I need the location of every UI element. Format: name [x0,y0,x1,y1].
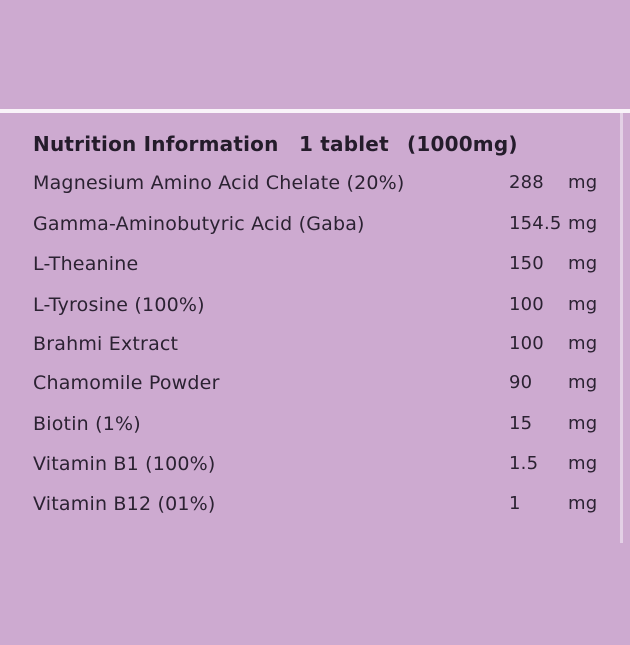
ingredient-amount: 100 [509,294,544,315]
ingredient-name: Gamma-Aminobutyric Acid (Gaba) [33,213,365,235]
ingredient-unit: mg [568,172,598,193]
ingredient-unit: mg [568,213,598,234]
ingredient-unit: mg [568,413,598,434]
ingredient-amount: 150 [509,253,544,274]
ingredient-unit: mg [568,372,598,393]
ingredient-row: Gamma-Aminobutyric Acid (Gaba) 154.5 mg [33,213,613,237]
ingredient-name: Vitamin B12 (01%) [33,493,216,515]
header-serving: 1 tablet [299,132,389,156]
ingredient-name: L-Theanine [33,253,139,275]
header-serving-size: (1000mg) [407,132,518,156]
ingredient-row: Biotin (1%) 15 mg [33,413,613,437]
ingredient-name: Chamomile Powder [33,372,220,394]
ingredient-unit: mg [568,294,598,315]
right-edge-line [620,113,623,543]
ingredient-amount: 288 [509,172,544,193]
ingredient-name: Vitamin B1 (100%) [33,453,216,475]
ingredient-row: L-Tyrosine (100%) 100 mg [33,294,613,318]
ingredient-row: Chamomile Powder 90 mg [33,372,613,396]
ingredient-unit: mg [568,253,598,274]
top-divider-line [0,109,630,113]
ingredient-name: Brahmi Extract [33,333,179,355]
ingredient-name: Biotin (1%) [33,413,141,435]
ingredient-name: Magnesium Amino Acid Chelate (20%) [33,172,405,194]
ingredient-unit: mg [568,453,598,474]
ingredient-amount: 90 [509,372,533,393]
ingredient-amount: 15 [509,413,533,434]
ingredient-row: Magnesium Amino Acid Chelate (20%) 288 m… [33,172,613,196]
header-title: Nutrition Information [33,132,279,156]
ingredient-unit: mg [568,333,598,354]
ingredient-row: L-Theanine 150 mg [33,253,613,277]
ingredient-unit: mg [568,493,598,514]
ingredient-amount: 1 [509,493,521,514]
label-header: Nutrition Information 1 tablet (1000mg) [33,132,603,156]
ingredient-row: Vitamin B1 (100%) 1.5 mg [33,453,613,477]
ingredient-amount: 154.5 [509,213,562,234]
ingredient-row: Brahmi Extract 100 mg [33,333,613,357]
ingredient-row: Vitamin B12 (01%) 1 mg [33,493,613,517]
ingredient-amount: 1.5 [509,453,539,474]
ingredient-name: L-Tyrosine (100%) [33,294,205,316]
ingredient-amount: 100 [509,333,544,354]
